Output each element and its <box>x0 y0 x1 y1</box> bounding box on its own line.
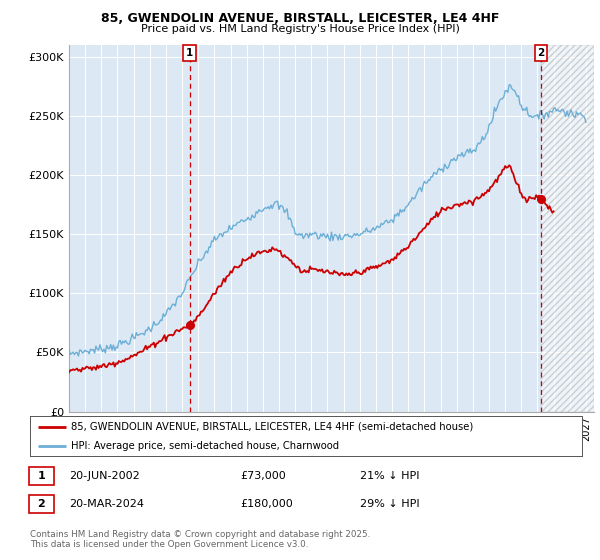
Text: 20-MAR-2024: 20-MAR-2024 <box>69 499 144 509</box>
Text: 85, GWENDOLIN AVENUE, BIRSTALL, LEICESTER, LE4 4HF: 85, GWENDOLIN AVENUE, BIRSTALL, LEICESTE… <box>101 12 499 25</box>
Text: 1: 1 <box>186 48 193 58</box>
Text: 21% ↓ HPI: 21% ↓ HPI <box>360 471 419 481</box>
Text: 2: 2 <box>38 499 45 509</box>
Text: 85, GWENDOLIN AVENUE, BIRSTALL, LEICESTER, LE4 4HF (semi-detached house): 85, GWENDOLIN AVENUE, BIRSTALL, LEICESTE… <box>71 422 473 432</box>
Text: Contains HM Land Registry data © Crown copyright and database right 2025.
This d: Contains HM Land Registry data © Crown c… <box>30 530 370 549</box>
Text: 20-JUN-2002: 20-JUN-2002 <box>69 471 140 481</box>
Text: 1: 1 <box>38 471 45 481</box>
Bar <box>541 45 594 412</box>
Text: 2: 2 <box>538 48 545 58</box>
Text: 29% ↓ HPI: 29% ↓ HPI <box>360 499 419 509</box>
Text: £73,000: £73,000 <box>240 471 286 481</box>
Text: £180,000: £180,000 <box>240 499 293 509</box>
Text: Price paid vs. HM Land Registry's House Price Index (HPI): Price paid vs. HM Land Registry's House … <box>140 24 460 34</box>
Text: HPI: Average price, semi-detached house, Charnwood: HPI: Average price, semi-detached house,… <box>71 441 340 450</box>
